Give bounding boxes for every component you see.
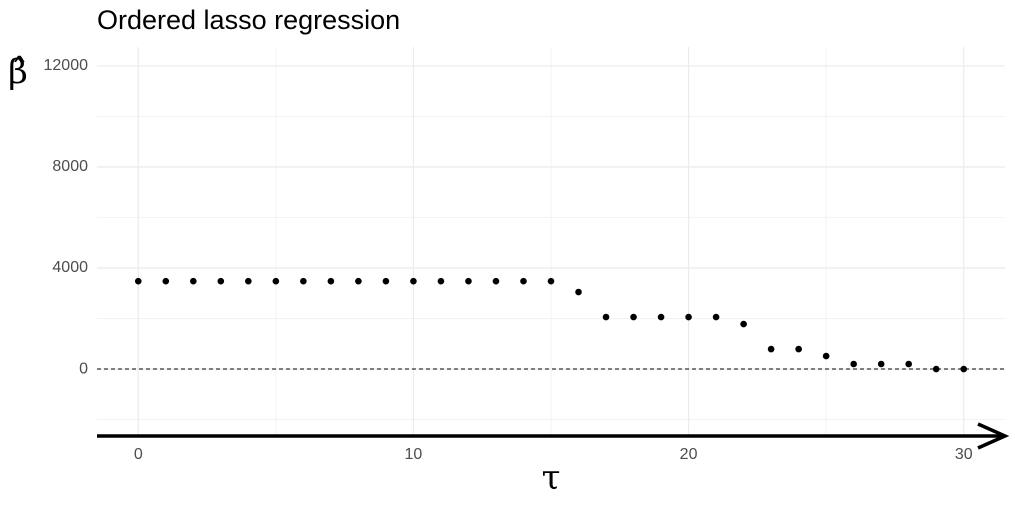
y-tick-label: 8000: [52, 158, 88, 175]
point: [134, 277, 142, 285]
point: [245, 277, 252, 285]
x-tick-label: 20: [680, 446, 698, 463]
point: [630, 313, 637, 321]
point: [382, 277, 390, 285]
point: [602, 313, 610, 321]
point: [190, 277, 197, 285]
point: [437, 277, 445, 285]
point: [712, 313, 720, 321]
x-axis-label: τ: [542, 458, 561, 498]
point: [465, 277, 472, 285]
point: [905, 360, 912, 368]
point: [355, 277, 362, 285]
y-tick-label: 0: [79, 360, 88, 377]
point: [547, 277, 555, 285]
point: [685, 313, 692, 321]
x-tick-label: 10: [405, 446, 423, 463]
point: [575, 288, 582, 296]
point: [795, 345, 802, 353]
point: [850, 360, 857, 368]
point: [960, 365, 968, 373]
point: [657, 313, 665, 321]
x-tick-label: 0: [134, 446, 143, 463]
point: [300, 277, 307, 285]
point: [877, 360, 885, 368]
x-axis-arrow: [977, 422, 1010, 450]
x-tick-label: 30: [955, 446, 973, 463]
point: [217, 277, 225, 285]
point: [822, 352, 830, 360]
point: [162, 277, 170, 285]
y-axis-label: β̂: [8, 52, 28, 92]
point: [272, 277, 280, 285]
point: [327, 277, 335, 285]
point: [740, 320, 747, 328]
point: [492, 277, 500, 285]
chart-title: Ordered lasso regression: [97, 5, 400, 35]
y-tick-label: 12000: [44, 57, 89, 74]
point: [932, 365, 940, 373]
y-tick-label: 4000: [52, 259, 88, 276]
point: [410, 277, 417, 285]
point: [767, 345, 775, 353]
point: [520, 277, 527, 285]
